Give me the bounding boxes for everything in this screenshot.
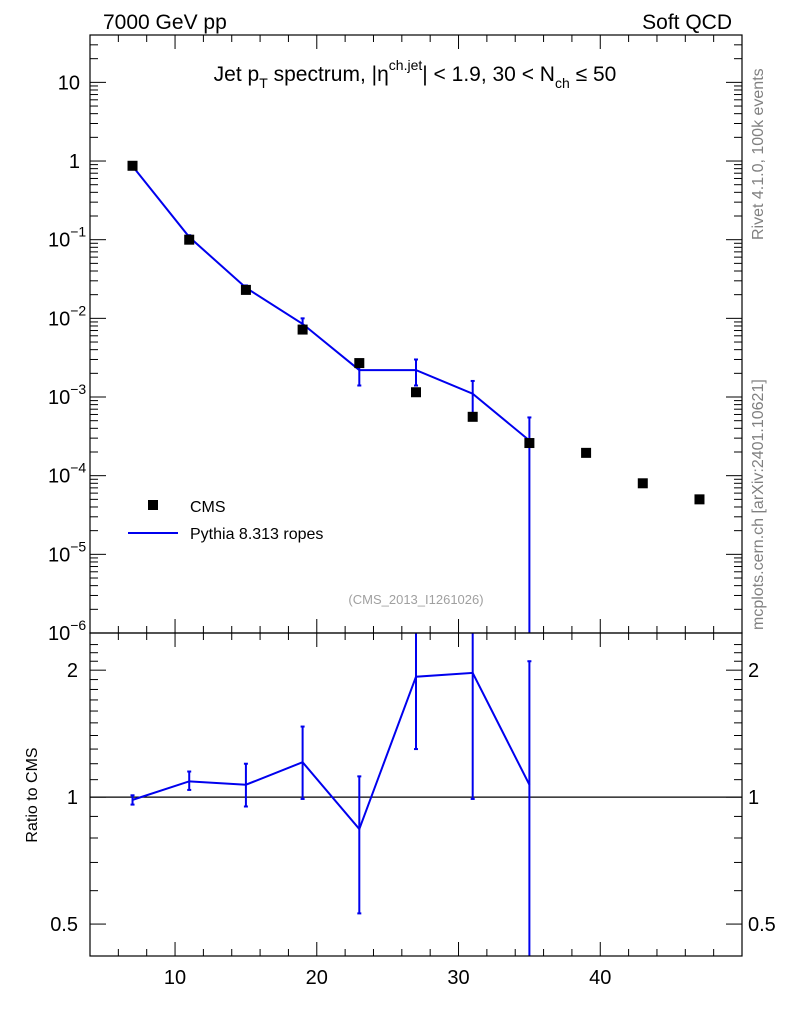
cms-data-point: [297, 324, 308, 335]
y-tick-label: 10−5: [48, 538, 86, 566]
y-tick-label: 10−4: [48, 460, 86, 488]
y-tick-base: 10: [48, 308, 70, 330]
cms-data-point: [184, 234, 195, 245]
y-tick-base: 10: [48, 544, 70, 566]
cms-data-point: [240, 284, 251, 295]
ratio-y-tick-label: 1: [67, 787, 78, 809]
x-tick-label: 20: [306, 967, 328, 989]
mc-line: [131, 165, 531, 442]
category-label: Soft QCD: [642, 11, 732, 34]
analysis-tag: (CMS_2013_I1261026): [348, 592, 483, 607]
legend-cms-marker: [148, 500, 158, 510]
y-tick-base: 10: [48, 466, 70, 488]
title-part: ≤ 50: [570, 63, 617, 86]
ratio-y-tick-label: 0.5: [50, 914, 78, 936]
ratio-y-tick-label-right: 0.5: [748, 914, 776, 936]
cms-data-point: [524, 438, 535, 449]
x-tick-label: 30: [447, 967, 469, 989]
x-tick-label: 40: [589, 967, 611, 989]
energy-label: 7000 GeV pp: [103, 11, 227, 34]
y-tick-base: 10: [48, 230, 70, 252]
ratio-series: [130, 633, 532, 956]
title-part: ch.jet: [389, 57, 423, 73]
cms-data-point: [467, 411, 478, 422]
ratio-plot: 10 20 30 40 0.5 0.5 1 1 2 2 Ratio to CMS: [24, 632, 776, 989]
title-part: spectrum, |: [268, 63, 377, 86]
y-tick-exponent: −1: [70, 224, 86, 240]
mcplots-label: mcplots.cern.ch [arXiv:2401.10621]: [750, 379, 767, 630]
cms-data-point: [581, 447, 592, 458]
y-tick-label: 10−1: [48, 224, 86, 252]
y-tick-exponent: −5: [70, 538, 86, 554]
y-tick-label: 10−6: [48, 617, 86, 645]
title-part: η: [377, 63, 389, 86]
rivet-label: Rivet 4.1.0, 100k events: [750, 68, 767, 240]
ratio-plot-frame: [89, 632, 743, 957]
ratio-y-tick-label-right: 2: [748, 660, 759, 682]
legend-mc-label: Pythia 8.313 ropes: [190, 526, 323, 543]
cms-data-point: [694, 494, 705, 505]
y-tick-base: 10: [48, 623, 70, 645]
title-part: | < 1.9, 30 < N: [422, 63, 555, 86]
cms-data-point: [637, 478, 648, 489]
cms-data-point: [411, 387, 421, 398]
y-tick-exponent: −4: [70, 460, 86, 476]
main-series: [127, 160, 705, 633]
ratio-y-tick-label-right: 1: [748, 787, 759, 809]
y-tick-exponent: −6: [70, 617, 86, 633]
title-part: ch: [555, 75, 570, 91]
x-tick-label: 10: [164, 967, 186, 989]
main-plot-frame: [89, 34, 743, 634]
ratio-axis-ticks: 10 20 30 40 0.5 0.5 1 1 2 2: [50, 633, 776, 989]
ratio-y-tick-label: 2: [67, 660, 78, 682]
y-tick-exponent: −2: [70, 302, 86, 318]
y-tick-label: 10−3: [48, 381, 86, 409]
y-tick-label: 10−2: [48, 302, 86, 330]
title-part: T: [259, 75, 268, 91]
ratio-ylabel: Ratio to CMS: [24, 747, 41, 842]
legend-cms-label: CMS: [190, 499, 226, 516]
title-part: Jet p: [214, 63, 260, 86]
y-tick-base: 10: [48, 387, 70, 409]
cms-data-point: [354, 358, 365, 369]
y-tick-label: 10: [58, 72, 80, 94]
cms-data-point: [127, 160, 138, 171]
ratio-line: [132, 671, 531, 831]
legend: CMS Pythia 8.313 ropes: [128, 499, 323, 543]
y-tick-exponent: −3: [70, 381, 86, 397]
plot-title: Jet pT spectrum, |ηch.jet| < 1.9, 30 < N…: [214, 57, 617, 91]
y-tick-label: 1: [69, 151, 80, 173]
